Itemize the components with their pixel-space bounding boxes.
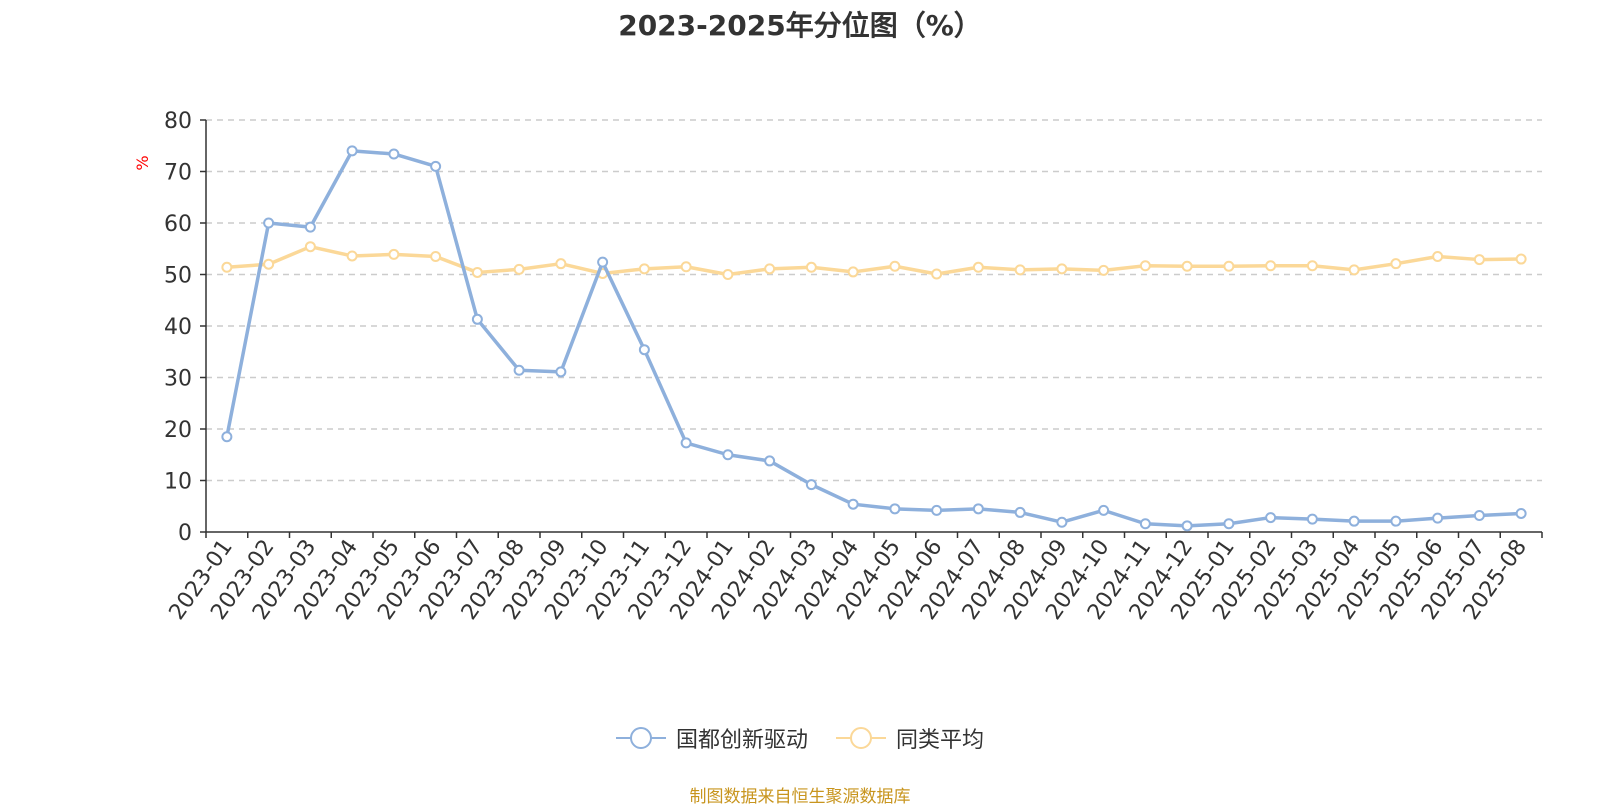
data-point-series-2[interactable] (1515, 253, 1527, 265)
data-point-series-1[interactable] (1056, 516, 1068, 528)
data-point-series-1[interactable] (1515, 507, 1527, 519)
data-point-series-2[interactable] (1265, 260, 1277, 272)
data-point-series-2[interactable] (889, 260, 901, 272)
y-axis-unit-label: % (133, 155, 152, 170)
series-line-1 (225, 149, 1522, 528)
y-tick-label: 40 (164, 315, 192, 340)
data-point-series-1[interactable] (680, 437, 692, 449)
data-point-series-1[interactable] (1390, 515, 1402, 527)
data-point-series-2[interactable] (972, 261, 984, 273)
data-point-series-2[interactable] (1306, 260, 1318, 272)
grid-lines (206, 119, 1542, 482)
legend-label-series-2: 同类平均 (896, 728, 985, 753)
data-point-series-1[interactable] (1265, 512, 1277, 524)
data-point-series-2[interactable] (764, 263, 776, 275)
data-point-series-1[interactable] (471, 313, 483, 325)
data-point-series-2[interactable] (1014, 264, 1026, 276)
data-point-series-1[interactable] (889, 503, 901, 515)
data-point-series-1[interactable] (221, 431, 233, 443)
legend-item-series-1[interactable]: 国都创新驱动 (615, 722, 808, 754)
series-line-2 (226, 244, 1522, 277)
source-note: 制图数据来自恒生聚源数据库 (689, 787, 911, 807)
data-point-series-1[interactable] (805, 479, 817, 491)
data-point-series-2[interactable] (1390, 258, 1402, 270)
y-tick-label: 60 (164, 212, 192, 237)
data-point-series-2[interactable] (304, 241, 316, 253)
data-point-series-2[interactable] (1348, 264, 1360, 276)
data-point-series-2[interactable] (388, 248, 400, 260)
data-point-series-2[interactable] (1432, 250, 1444, 262)
data-point-series-1[interactable] (931, 504, 943, 516)
y-tick-label: 80 (164, 109, 192, 134)
data-point-series-1[interactable] (388, 148, 400, 160)
data-point-series-2[interactable] (931, 268, 943, 280)
data-point-series-2[interactable] (805, 261, 817, 273)
data-point-series-1[interactable] (1473, 510, 1485, 522)
data-point-series-1[interactable] (764, 455, 776, 467)
y-tick-label: 70 (164, 161, 192, 186)
chart-title: 2023-2025年分位图（%） (618, 9, 982, 42)
data-point-series-1[interactable] (972, 503, 984, 515)
y-tick-label: 30 (164, 367, 192, 392)
data-point-series-1[interactable] (1139, 518, 1151, 530)
data-point-series-1[interactable] (722, 449, 734, 461)
data-point-series-2[interactable] (1056, 263, 1068, 275)
y-tick-label: 0 (178, 521, 192, 546)
data-point-series-1[interactable] (555, 366, 567, 378)
data-point-series-1[interactable] (1181, 520, 1193, 532)
legend-item-series-2[interactable]: 同类平均 (836, 722, 984, 754)
y-tick-label: 50 (164, 264, 192, 289)
legend-symbol-series-1 (615, 727, 666, 749)
data-point-series-1[interactable] (346, 145, 358, 157)
data-point-series-2[interactable] (430, 250, 442, 262)
data-point-series-2[interactable] (513, 263, 525, 275)
data-point-series-2[interactable] (1098, 264, 1110, 276)
data-point-series-1[interactable] (1098, 504, 1110, 516)
tick-labels: 010203040506070802023-012023-022023-0320… (164, 109, 1532, 625)
data-point-series-2[interactable] (722, 269, 734, 280)
legend-symbol-series-2 (836, 727, 886, 749)
data-point-series-1[interactable] (1306, 513, 1318, 525)
data-point-series-1[interactable] (1223, 518, 1235, 530)
data-point-series-1[interactable] (304, 221, 316, 233)
data-point-series-2[interactable] (263, 258, 275, 270)
data-point-series-2[interactable] (638, 263, 650, 275)
data-point-series-1[interactable] (847, 498, 859, 510)
series-lines (221, 145, 1527, 532)
data-point-series-2[interactable] (346, 250, 358, 262)
data-point-series-1[interactable] (638, 344, 650, 356)
data-point-series-2[interactable] (1223, 260, 1235, 272)
data-point-series-1[interactable] (1432, 512, 1444, 524)
data-point-series-1[interactable] (597, 256, 609, 268)
data-point-series-1[interactable] (430, 160, 442, 172)
data-point-series-2[interactable] (221, 261, 233, 273)
data-point-series-2[interactable] (1139, 260, 1151, 272)
y-tick-label: 20 (164, 418, 192, 443)
data-point-series-2[interactable] (1473, 254, 1485, 266)
legend: 国都创新驱动 同类平均 (0, 722, 1600, 754)
data-point-series-1[interactable] (263, 217, 275, 229)
data-point-series-2[interactable] (1181, 260, 1193, 272)
data-point-series-2[interactable] (847, 266, 859, 278)
y-tick-label: 10 (164, 470, 192, 495)
data-point-series-1[interactable] (1348, 515, 1360, 527)
data-point-series-2[interactable] (680, 261, 692, 273)
data-point-series-1[interactable] (513, 364, 525, 376)
data-point-series-1[interactable] (1014, 506, 1026, 518)
axes (200, 119, 1543, 538)
data-point-series-2[interactable] (471, 266, 483, 278)
data-point-series-2[interactable] (555, 258, 567, 270)
legend-label-series-1: 国都创新驱动 (675, 728, 808, 753)
